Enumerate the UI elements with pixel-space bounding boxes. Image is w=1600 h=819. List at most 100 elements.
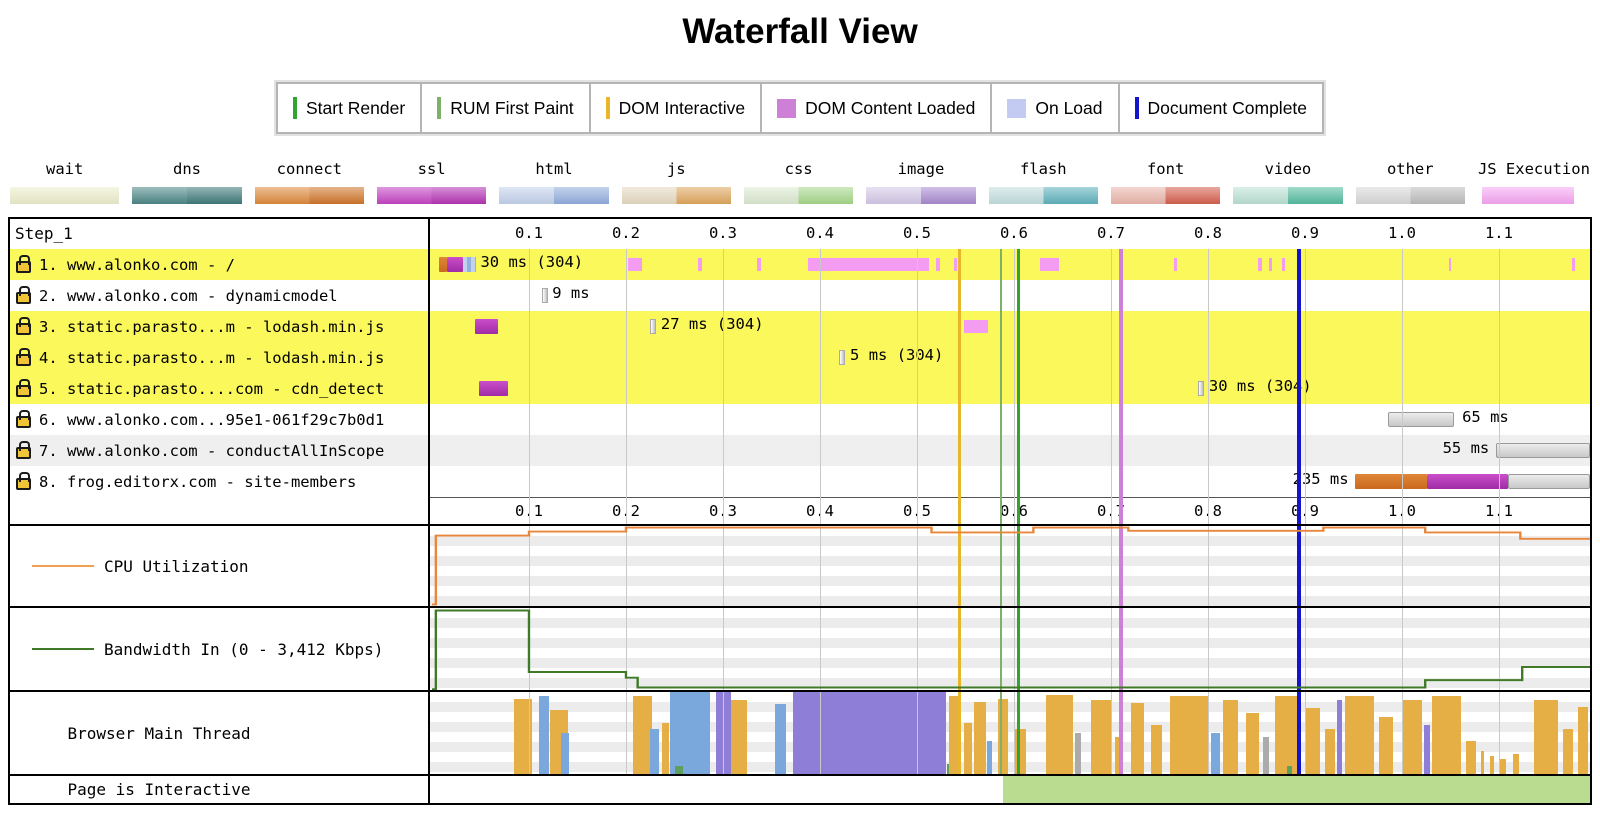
resource-color-bar <box>1482 187 1575 204</box>
document-complete-marker-line <box>1297 526 1302 606</box>
main-thread-activity-bar <box>1150 724 1163 774</box>
request-label-row[interactable]: 4. static.parasto...m - lodash.min.js <box>10 342 428 373</box>
request-label-row[interactable]: 8. frog.editorx.com - site-members <box>10 466 428 497</box>
lock-icon <box>16 255 31 273</box>
request-bar-row[interactable]: 235 ms <box>430 466 1591 497</box>
dom-content-loaded-marker-line <box>1118 608 1123 690</box>
main-thread-activity-bar <box>974 701 986 774</box>
resource-color-bar <box>1110 187 1221 204</box>
request-label-row[interactable]: 7. www.alonko.com - conductAllInScope <box>10 435 428 466</box>
main-thread-activity-bar <box>1075 733 1081 774</box>
js-execution-bar <box>1040 258 1059 271</box>
tick-label-bottom: 1.0 <box>1387 502 1416 520</box>
gridline <box>916 526 918 606</box>
lock-icon <box>16 317 31 335</box>
resource-legend-label: js <box>666 160 686 178</box>
waterfall-table: Step_1 1. www.alonko.com - / 2. www.alonk… <box>8 217 1592 526</box>
main-thread-plot <box>430 692 1590 774</box>
request-timing-note: 235 ms <box>1292 470 1349 488</box>
request-label-row[interactable]: 1. www.alonko.com - / <box>10 249 428 280</box>
main-thread-activity-bar <box>1263 737 1270 774</box>
request-bar-row[interactable]: 30 ms (304) <box>430 373 1590 404</box>
js-execution-bar <box>936 258 941 271</box>
main-thread-activity-bar <box>632 696 653 774</box>
tiny-bar <box>541 288 548 303</box>
request-bar-row[interactable]: 9 ms <box>430 280 1590 311</box>
gray-bar <box>1507 474 1591 489</box>
main-thread-section: Browser Main Thread <box>8 692 1592 776</box>
dom-interactive-marker-icon <box>605 97 610 119</box>
markers-legend: Start Render RUM First Paint DOM Interacti… <box>273 80 1327 136</box>
resource-color-bar <box>866 187 976 204</box>
page-interactive-label: Page is Interactive <box>67 780 251 799</box>
tick-label-bottom: 1.1 <box>1484 502 1513 520</box>
legend-item-dom-content-loaded: DOM Content Loaded <box>760 84 990 132</box>
main-thread-activity-bar <box>1465 741 1476 774</box>
request-bar-row[interactable]: 65 ms <box>430 404 1590 435</box>
request-timing-note: 9 ms <box>552 284 590 302</box>
gridline <box>1110 526 1112 606</box>
request-label-row[interactable]: 6. www.alonko.com...95e1-061f29c7b0d1 <box>10 404 428 435</box>
resource-legend-image: image <box>866 160 976 204</box>
page-interactive-bar <box>1003 776 1590 803</box>
request-label: 3. static.parasto...m - lodash.min.js <box>39 317 385 336</box>
gridline <box>1013 608 1015 690</box>
gridline <box>722 692 724 774</box>
tick-label-top: 0.7 <box>1096 224 1125 242</box>
dom-interactive-marker-line <box>958 692 962 774</box>
resource-legend-ssl: ssl <box>376 160 487 204</box>
main-thread-activity-bar <box>1402 700 1423 774</box>
main-thread-activity-bar <box>669 692 711 774</box>
bandwidth-plot <box>430 608 1590 690</box>
cpu-legend: CPU Utilization <box>10 526 430 606</box>
resource-legend-connect: connect <box>254 160 364 204</box>
main-thread-activity-bar <box>948 696 961 774</box>
request-bar-row[interactable]: 27 ms (304) <box>430 311 1590 342</box>
request-label-row[interactable]: 2. www.alonko.com - dynamicmodel <box>10 280 428 311</box>
on-load-marker-icon <box>1007 98 1027 118</box>
js-execution-bar <box>1448 258 1452 271</box>
main-thread-activity-bar <box>1274 696 1302 774</box>
dom-content-loaded-marker-line <box>1118 692 1123 774</box>
dom-interactive-marker-line <box>958 526 962 606</box>
tiny-bar <box>1198 381 1205 396</box>
resource-color-bar <box>743 187 854 204</box>
step-label: Step_1 <box>15 224 73 243</box>
main-thread-activity-bar <box>1131 703 1144 774</box>
dom-content-loaded-marker-line <box>1118 526 1123 606</box>
resource-legend-other: other <box>1355 160 1465 204</box>
document-complete-marker-line <box>1297 608 1302 690</box>
gridline <box>722 608 724 690</box>
gridline <box>625 692 627 774</box>
main-thread-activity-bar <box>661 723 669 774</box>
tick-label-bottom: 0.1 <box>514 502 543 520</box>
gridline <box>1304 526 1306 606</box>
gridline <box>528 692 530 774</box>
main-thread-activity-bar <box>963 723 973 774</box>
gridline <box>916 692 918 774</box>
request-label: 5. static.parasto....com - cdn_detect <box>39 379 385 398</box>
request-label-row[interactable]: 5. static.parasto....com - cdn_detect <box>10 373 428 404</box>
main-thread-activity-bar <box>1286 765 1293 774</box>
request-bar-row[interactable]: 55 ms <box>430 435 1591 466</box>
main-thread-activity-bar <box>560 733 569 774</box>
js-execution-bar <box>808 258 929 271</box>
start-render-marker-line <box>1017 692 1021 774</box>
tick-label-bottom: 0.5 <box>902 502 931 520</box>
main-thread-activity-bar <box>675 765 684 774</box>
js-execution-bar <box>756 258 761 271</box>
tick-label-top: 0.6 <box>999 224 1028 242</box>
resource-legend-html: html <box>499 160 609 204</box>
tiny-bar <box>839 350 846 365</box>
ssl-bar <box>1427 474 1508 489</box>
request-bar-row[interactable]: 5 ms (304) <box>430 342 1590 373</box>
gridline <box>1304 692 1306 774</box>
lock-icon <box>16 379 31 397</box>
legend-item-dom-interactive: DOM Interactive <box>588 84 760 132</box>
time-axis-top: 0.1 0.2 0.3 0.4 0.5 0.6 0.7 0.8 0.9 1.0 1.1 <box>430 219 1590 249</box>
request-label: 7. www.alonko.com - conductAllInScope <box>39 441 385 460</box>
request-bar-row[interactable]: 30 ms (304) <box>430 249 1590 280</box>
js-execution-bar <box>697 258 702 271</box>
request-label-row[interactable]: 3. static.parasto...m - lodash.min.js <box>10 311 428 342</box>
